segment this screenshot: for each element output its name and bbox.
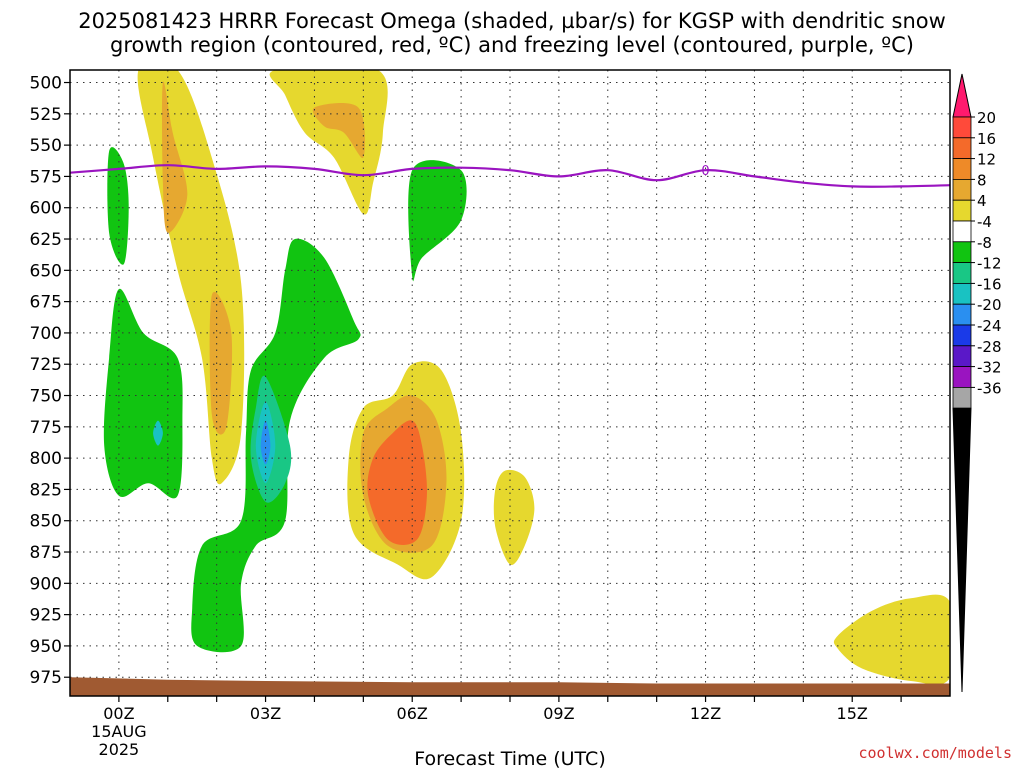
omega-region-17 — [833, 594, 950, 685]
colorbar-label: -4 — [977, 213, 992, 231]
freezing-level-label: 0 — [701, 164, 709, 179]
omega-region-1 — [161, 81, 188, 233]
omega-region-4 — [209, 291, 233, 435]
terrain — [70, 677, 950, 696]
x-axis-label: Forecast Time (UTC) — [414, 748, 605, 768]
colorbar-label: 12 — [977, 151, 996, 169]
colorbar-band — [952, 345, 972, 367]
y-axis: 500 525 550 575 600 625 650 675 700 725 750 775 800 8… — [30, 74, 70, 688]
colorbar-band — [952, 137, 972, 160]
x-tick-label: 03Z — [250, 704, 281, 723]
y-tick-label: 775 — [30, 418, 62, 438]
omega-region-6 — [408, 160, 467, 282]
colorbar-label: 20 — [977, 109, 996, 127]
y-tick-label: 575 — [30, 167, 62, 187]
y-tick-label: 525 — [30, 105, 62, 125]
freezing-level-layer: 0 — [70, 164, 950, 188]
colorbar-band — [952, 366, 972, 388]
colorbar-label: -36 — [977, 379, 1002, 397]
omega-region-3 — [312, 103, 366, 159]
y-tick-label: 900 — [30, 574, 62, 594]
colorbar-label: -32 — [977, 359, 1002, 377]
colorbar-band — [952, 199, 972, 222]
colorbar-band — [952, 386, 972, 409]
y-tick-label: 725 — [30, 355, 62, 375]
x-tick-date: 15AUG — [91, 722, 146, 741]
colorbar-label: -20 — [977, 296, 1002, 314]
omega-region-15 — [367, 420, 428, 545]
x-tick-label: 12Z — [690, 704, 721, 723]
colorbar-band — [952, 241, 972, 264]
y-tick-label: 625 — [30, 230, 62, 250]
omega-region-2 — [269, 70, 388, 215]
x-tick-label: 09Z — [543, 704, 574, 723]
y-tick-label: 975 — [30, 668, 62, 688]
y-tick-label: 750 — [30, 387, 62, 407]
x-tick-label: 06Z — [397, 704, 428, 723]
y-tick-label: 925 — [30, 606, 62, 626]
colorbar-label: -8 — [977, 234, 992, 252]
omega-region-16 — [493, 469, 535, 566]
y-tick-label: 500 — [30, 74, 62, 94]
colorbar-band — [952, 282, 972, 305]
y-tick-label: 950 — [30, 637, 62, 657]
grid-lines — [70, 70, 950, 696]
y-tick-label: 800 — [30, 449, 62, 469]
colorbar-label: -16 — [977, 275, 1002, 293]
colorbar-label: -24 — [977, 317, 1002, 335]
colorbar-band — [952, 324, 972, 347]
colorbar-label: -28 — [977, 338, 1002, 356]
x-tick-label: 15Z — [837, 704, 868, 723]
colorbar-label: 4 — [977, 192, 987, 210]
colorbar-label: 16 — [977, 130, 996, 148]
y-tick-label: 825 — [30, 480, 62, 500]
omega-region-7 — [103, 288, 183, 499]
y-tick-label: 675 — [30, 293, 62, 313]
x-tick-year: 2025 — [99, 740, 140, 759]
colorbar: 20 16 12 8 4 -4 -8 -12 -16 -20 -24 -28 -32 -36 — [952, 73, 1002, 693]
colorbar-top-arrow — [952, 73, 972, 118]
colorbar-band — [952, 158, 972, 180]
omega-region-11 — [260, 420, 271, 465]
y-tick-label: 650 — [30, 261, 62, 281]
x-tick-label: 00Z — [103, 704, 134, 723]
omega-shading — [103, 70, 950, 685]
y-tick-label: 875 — [30, 543, 62, 563]
colorbar-band — [952, 262, 972, 284]
colorbar-label: 8 — [977, 171, 987, 189]
colorbar-band — [952, 303, 972, 326]
freezing-level-line — [70, 164, 950, 188]
y-tick-label: 700 — [30, 324, 62, 344]
colorbar-band — [952, 220, 972, 243]
chart-title-line-2: growth region (contoured, red, ºC) and f… — [110, 33, 914, 57]
y-tick-label: 550 — [30, 136, 62, 156]
colorbar-band — [952, 178, 972, 201]
colorbar-band — [952, 116, 972, 139]
colorbar-label: -12 — [977, 255, 1002, 273]
y-tick-label: 600 — [30, 199, 62, 219]
colorbar-bottom-arrow — [952, 407, 972, 693]
y-tick-label: 850 — [30, 512, 62, 532]
source-credit: coolwx.com/models — [858, 744, 1012, 762]
terrain-layer — [70, 677, 950, 696]
chart-title-line-1: 2025081423 HRRR Forecast Omega (shaded, … — [78, 9, 946, 33]
omega-region-5 — [107, 147, 129, 265]
